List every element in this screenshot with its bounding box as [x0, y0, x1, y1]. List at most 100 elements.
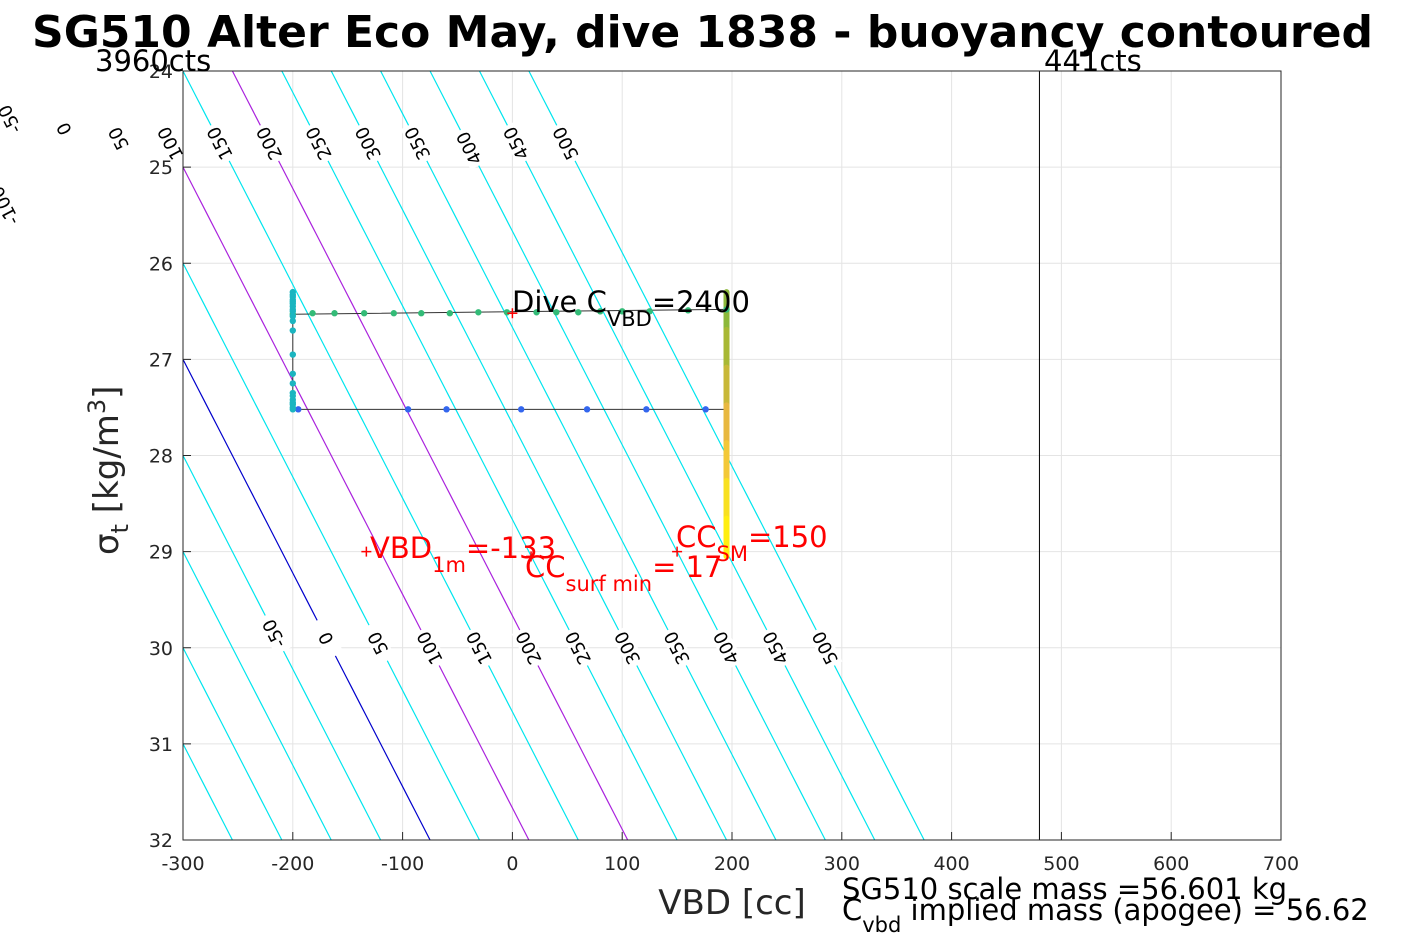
y-axis-label: σt [kg/m3] [83, 386, 134, 555]
contour-label-bottom-bg [709, 625, 744, 670]
dive-point-upper [619, 308, 626, 315]
x-axis-label: VBD [cc] [658, 883, 806, 923]
x-tick-label: 0 [506, 853, 518, 875]
dive-point-upper [446, 310, 454, 317]
contour-label-top-bg [153, 121, 188, 165]
contour-label-top-bg [548, 121, 584, 165]
x-axis-ticks: -300 -200 -100 0 100 200 300 400 500 600 700 [161, 832, 1299, 875]
x-tick-label: 200 [714, 853, 750, 875]
contour-label-top-bg [301, 121, 337, 165]
dive-cvbd-sub: VBD [607, 307, 652, 331]
dive-point-left [289, 306, 296, 313]
dive-point-upper [553, 309, 560, 316]
vbd-1m-suffix: =-133 [466, 531, 556, 565]
contour-line [330, 70, 728, 841]
contour-label-top-bg [0, 183, 23, 228]
dive-point-upper [575, 309, 582, 316]
x-tick-label: 400 [933, 853, 969, 875]
dive-point-upper [418, 310, 425, 317]
y-tick-label: 24 [149, 61, 173, 83]
dive-point-left [289, 370, 296, 377]
contour-line [231, 70, 629, 841]
contour-line [182, 551, 332, 841]
vbd-1m-prefix: VBD [370, 531, 432, 565]
footer-cvbd-mass: Cvbd implied mass (apogee) = 56.62 [842, 893, 1369, 937]
contour-line [182, 359, 431, 841]
y-tick-label: 25 [149, 157, 173, 179]
dive-point-lower [404, 406, 412, 413]
dive-point-lower [643, 406, 650, 413]
cc-sm-sub: SM [717, 542, 748, 566]
cc-sm-suffix: =150 [748, 520, 828, 554]
dive-point-upper [597, 308, 604, 315]
dive-point-upper [390, 310, 398, 317]
y-tick-label: 31 [149, 734, 173, 756]
dive-track [289, 288, 730, 560]
contour-label-bottom-bg [659, 625, 695, 670]
contour-label-top-bg [47, 106, 82, 151]
contour-label-bottom-bg [808, 625, 843, 670]
contour-label-bottom-bg [462, 625, 497, 670]
y-tick-label: 30 [149, 638, 173, 660]
y-axis-label-sup: 3 [83, 399, 111, 414]
contour-label-bottom-bg [610, 625, 645, 670]
contour-line [182, 166, 530, 841]
dive-point-upper [331, 310, 338, 317]
dive-point-left [289, 312, 296, 320]
x-tick-label: 700 [1263, 853, 1299, 875]
chart-title: SG510 Alter Eco May, dive 1838 - buoyanc… [32, 7, 1373, 58]
contour-label-top-bg [252, 121, 287, 165]
dive-point-upper [503, 309, 511, 316]
vbd-1m-sub: 1m [432, 553, 466, 577]
dive-point-lower [443, 406, 450, 413]
cc-sm-prefix: CC [676, 520, 717, 554]
svg-text:σt [kg/m3]: σt [kg/m3] [83, 386, 134, 555]
dive-cvbd-annotation: Dive CVBD=2400 [512, 285, 750, 331]
y-axis-label-sub: t [106, 524, 134, 533]
dive-point-lower [295, 406, 302, 413]
footer-cvbd-text: implied mass (apogee) = 56.62 [901, 893, 1368, 927]
footer-cvbd-sub: vbd [862, 913, 901, 937]
x-tick-label: 500 [1043, 853, 1079, 875]
y-axis-label-symbol: σ [87, 533, 127, 555]
contour-line [281, 70, 678, 841]
dive-point-upper [309, 310, 316, 317]
dive-point-left [289, 300, 296, 307]
y-tick-label: 26 [149, 253, 173, 275]
dive-point-upper [533, 309, 540, 316]
contour-label-top-bg [499, 121, 534, 165]
contour-label-bottom-bg [412, 625, 448, 670]
x-tick-label: -300 [161, 853, 204, 875]
vbd-1m-annotation: VBD1m=-133 [370, 531, 556, 577]
dive-cvbd-suffix: =2400 [652, 285, 750, 319]
markers [361, 308, 683, 562]
contour-label-top-bg [452, 125, 487, 170]
contour-label-top-bg [101, 116, 136, 161]
dive-point-left [289, 380, 296, 387]
dive-cvbd-prefix: Dive C [512, 285, 607, 319]
contour-label-top-bg [351, 121, 386, 165]
dive-point-left [289, 327, 296, 334]
y-tick-label: 28 [149, 446, 173, 468]
dive-point-upper [646, 308, 653, 315]
contour-label-bottom-bg [758, 625, 794, 670]
contour-label-bottom-bg [561, 625, 596, 670]
contour-line [478, 70, 876, 841]
footer-cvbd-prefix: C [842, 893, 862, 927]
contour-line [182, 743, 233, 841]
cc-surf-min-prefix: CC [525, 550, 566, 584]
buoyancy-contours [182, 70, 925, 841]
contour-line [429, 70, 826, 841]
x-tick-label: -200 [271, 853, 314, 875]
dive-point-left [289, 291, 296, 299]
dive-point-upper [475, 309, 482, 316]
cc-surf-min-sub: surf min [566, 572, 653, 596]
x-tick-label: 300 [824, 853, 860, 875]
y-axis-label-close: ] [87, 386, 127, 399]
dive-point-left [289, 317, 296, 325]
dive-point-left [289, 351, 296, 358]
dive-point-left [289, 399, 296, 406]
contour-label-top-bg [202, 121, 238, 165]
